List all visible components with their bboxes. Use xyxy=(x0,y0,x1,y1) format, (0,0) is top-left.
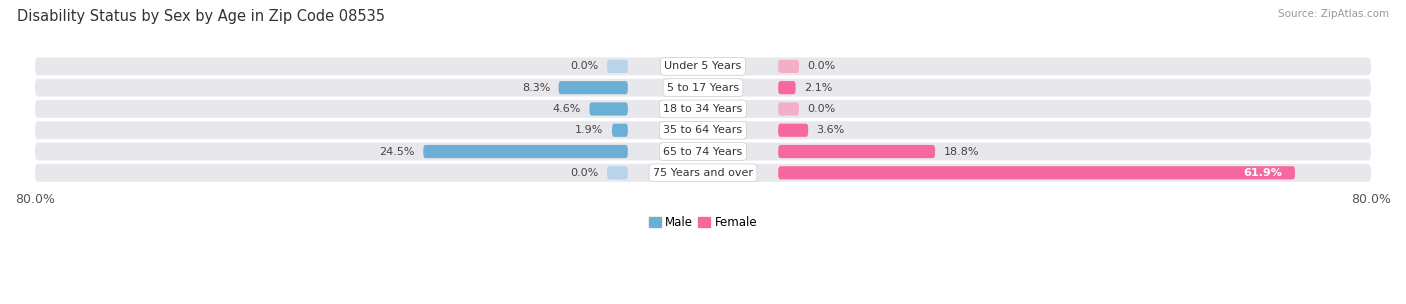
Text: 65 to 74 Years: 65 to 74 Years xyxy=(664,147,742,157)
FancyBboxPatch shape xyxy=(35,57,1371,75)
FancyBboxPatch shape xyxy=(558,81,628,94)
Text: 75 Years and over: 75 Years and over xyxy=(652,168,754,178)
Text: 0.0%: 0.0% xyxy=(807,104,835,114)
FancyBboxPatch shape xyxy=(607,166,628,179)
FancyBboxPatch shape xyxy=(589,102,628,116)
Text: 5 to 17 Years: 5 to 17 Years xyxy=(666,83,740,93)
FancyBboxPatch shape xyxy=(423,145,628,158)
Text: 2.1%: 2.1% xyxy=(804,83,832,93)
Text: 0.0%: 0.0% xyxy=(807,61,835,71)
Text: Source: ZipAtlas.com: Source: ZipAtlas.com xyxy=(1278,9,1389,19)
FancyBboxPatch shape xyxy=(35,121,1371,139)
FancyBboxPatch shape xyxy=(778,102,799,116)
Text: 3.6%: 3.6% xyxy=(817,125,845,135)
Text: Disability Status by Sex by Age in Zip Code 08535: Disability Status by Sex by Age in Zip C… xyxy=(17,9,385,24)
FancyBboxPatch shape xyxy=(607,60,628,73)
FancyBboxPatch shape xyxy=(35,164,1371,182)
Text: 4.6%: 4.6% xyxy=(553,104,581,114)
FancyBboxPatch shape xyxy=(35,143,1371,161)
Text: 24.5%: 24.5% xyxy=(380,147,415,157)
Text: 35 to 64 Years: 35 to 64 Years xyxy=(664,125,742,135)
Text: 1.9%: 1.9% xyxy=(575,125,603,135)
Legend: Male, Female: Male, Female xyxy=(644,211,762,233)
Text: 0.0%: 0.0% xyxy=(571,61,599,71)
Text: 0.0%: 0.0% xyxy=(571,168,599,178)
FancyBboxPatch shape xyxy=(35,100,1371,118)
Text: 18 to 34 Years: 18 to 34 Years xyxy=(664,104,742,114)
Text: Under 5 Years: Under 5 Years xyxy=(665,61,741,71)
FancyBboxPatch shape xyxy=(778,145,935,158)
Text: 18.8%: 18.8% xyxy=(943,147,979,157)
FancyBboxPatch shape xyxy=(778,81,796,94)
FancyBboxPatch shape xyxy=(778,166,1295,179)
FancyBboxPatch shape xyxy=(778,124,808,137)
FancyBboxPatch shape xyxy=(612,124,628,137)
FancyBboxPatch shape xyxy=(778,60,799,73)
FancyBboxPatch shape xyxy=(35,79,1371,97)
Text: 61.9%: 61.9% xyxy=(1244,168,1282,178)
Text: 8.3%: 8.3% xyxy=(522,83,550,93)
